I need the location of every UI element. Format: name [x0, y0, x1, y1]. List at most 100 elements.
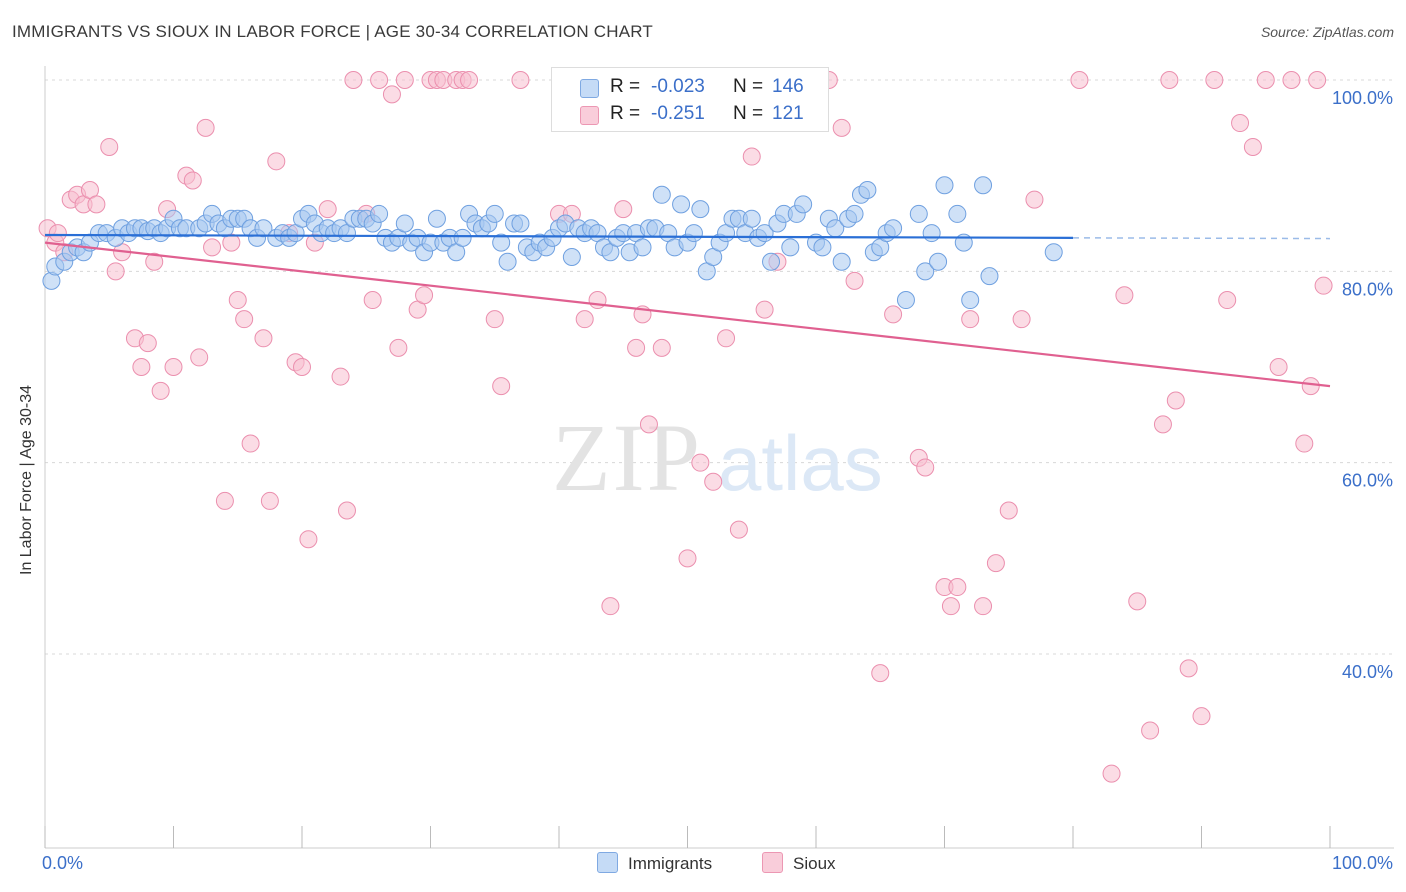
- sioux-point: [1314, 276, 1333, 295]
- immigrant-point: [832, 252, 851, 271]
- r-label: R =: [610, 76, 641, 97]
- sioux-point: [1128, 592, 1147, 611]
- sioux-point: [164, 358, 183, 376]
- y-tick-label: 60.0%: [1342, 471, 1393, 491]
- sioux-point: [1179, 659, 1198, 678]
- r-label: R =: [610, 103, 641, 124]
- sioux-point: [254, 329, 273, 348]
- sioux-point: [871, 664, 890, 683]
- sioux-point: [331, 367, 350, 386]
- sioux-swatch: [580, 106, 599, 125]
- sioux-point: [832, 118, 851, 137]
- x-tick-label-min: 0.0%: [42, 853, 83, 873]
- sioux-point: [704, 472, 723, 491]
- sioux-point: [267, 152, 286, 171]
- legend-item-sioux[interactable]: Sioux: [762, 852, 836, 874]
- immigrants-swatch: [580, 79, 599, 98]
- sioux-point: [1231, 114, 1250, 133]
- immigrants-legend-swatch: [597, 852, 618, 873]
- immigrants-trend-line: [44, 233, 1074, 239]
- sioux-point: [1141, 721, 1160, 740]
- sioux-point: [196, 118, 215, 137]
- sioux-point: [1025, 190, 1044, 209]
- sioux-point: [961, 310, 980, 329]
- sioux-point: [48, 224, 67, 243]
- sioux-point: [652, 338, 671, 357]
- y-tick-label: 40.0%: [1342, 662, 1393, 682]
- sioux-point: [260, 491, 279, 510]
- sioux-point: [742, 147, 761, 166]
- immigrant-point: [1044, 243, 1063, 262]
- immigrant-point: [453, 228, 472, 247]
- sioux-point: [1282, 71, 1301, 89]
- sioux-point: [1166, 391, 1185, 410]
- sioux-point: [395, 71, 414, 89]
- sioux-point: [845, 271, 864, 290]
- sioux-point: [318, 200, 337, 219]
- immigrant-point: [896, 291, 915, 310]
- immigrant-point: [929, 252, 948, 271]
- sioux-point: [293, 358, 311, 376]
- y-tick-label: 100.0%: [1332, 88, 1393, 108]
- sioux-point: [1153, 415, 1172, 434]
- sioux-point: [1256, 71, 1275, 89]
- legend-item-immigrants[interactable]: Immigrants: [597, 852, 712, 874]
- sioux-point: [916, 458, 935, 477]
- sioux-point: [299, 530, 318, 549]
- legend-label-immigrants: Immigrants: [628, 854, 713, 873]
- sioux-point: [948, 578, 967, 597]
- stats-row-sioux: R = -0.251 N = 121: [552, 103, 828, 129]
- immigrant-point: [684, 224, 703, 243]
- y-tick-label: 80.0%: [1342, 279, 1393, 299]
- n-label: N =: [733, 103, 764, 124]
- sioux-point: [627, 338, 646, 357]
- x-tick-label-max: 100.0%: [1332, 853, 1393, 873]
- immigrant-point: [652, 185, 671, 204]
- stats-row-immigrants: R = -0.023 N = 146: [552, 76, 828, 102]
- r-value: -0.023: [651, 76, 705, 97]
- sioux-point: [974, 597, 993, 616]
- immigrant-point: [742, 209, 761, 228]
- axes: [44, 66, 1394, 849]
- watermark: ZIP atlas: [552, 404, 883, 511]
- sioux-point: [1269, 358, 1288, 376]
- gridlines: [45, 79, 1394, 655]
- sioux-trend-line: [44, 241, 1331, 388]
- sioux-point: [382, 85, 401, 104]
- immigrant-point: [762, 252, 781, 271]
- immigrant-point: [511, 214, 530, 233]
- sioux-point: [1295, 434, 1314, 453]
- immigrant-point: [370, 204, 389, 223]
- sioux-point: [145, 252, 164, 271]
- immigrant-point: [948, 204, 967, 223]
- data-points: [38, 71, 1333, 783]
- sioux-point: [190, 348, 209, 367]
- sioux-point: [485, 310, 504, 329]
- immigrant-point: [672, 195, 691, 214]
- sioux-point: [1308, 71, 1327, 89]
- sioux-point: [1160, 71, 1179, 89]
- immigrant-point: [845, 204, 864, 223]
- sioux-point: [132, 358, 151, 376]
- immigrant-point: [427, 209, 446, 228]
- immigrant-point: [916, 262, 935, 281]
- immigrant-point: [974, 176, 993, 195]
- sioux-point: [460, 71, 479, 89]
- sioux-point: [1192, 707, 1211, 726]
- sioux-point: [363, 291, 382, 310]
- sioux-point: [755, 300, 774, 319]
- sioux-point: [717, 329, 736, 348]
- immigrant-point: [935, 176, 954, 195]
- immigrant-point: [980, 267, 999, 286]
- immigrant-point: [813, 238, 832, 257]
- sioux-point: [241, 434, 260, 453]
- immigrant-point: [254, 219, 273, 238]
- immigrant-point: [909, 204, 928, 223]
- watermark-atlas: atlas: [718, 419, 883, 507]
- correlation-stats-box: R = -0.023 N = 146 R = -0.251 N = 121: [551, 67, 829, 132]
- sioux-point: [492, 377, 511, 396]
- sioux-point: [511, 71, 530, 89]
- sioux-point: [999, 501, 1018, 520]
- sioux-point: [941, 597, 960, 616]
- immigrant-point: [884, 219, 903, 238]
